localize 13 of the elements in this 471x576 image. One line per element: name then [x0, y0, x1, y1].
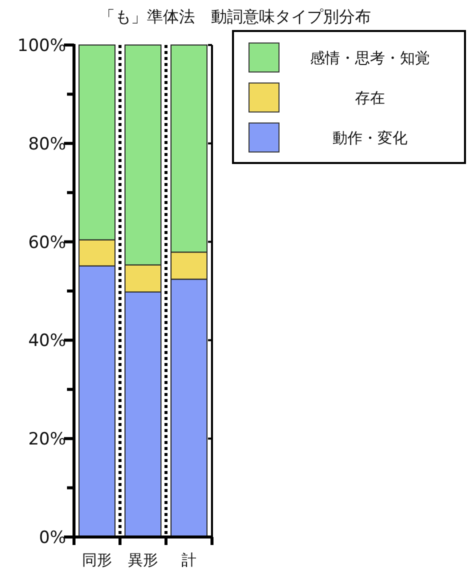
- y-tick-label: 100%: [17, 36, 66, 56]
- y-tick-label: 80%: [28, 134, 66, 154]
- legend-label: 感情・思考・知覚: [310, 49, 430, 67]
- y-tick-label: 60%: [28, 232, 66, 253]
- x-tick-label: 計: [182, 551, 196, 569]
- x-tick-label: 異形: [128, 551, 158, 569]
- y-tick-label: 20%: [28, 430, 66, 450]
- x-tick-label: 同形: [82, 551, 112, 569]
- text: 存在: [355, 89, 385, 107]
- y-tick-label: 40%: [28, 331, 66, 352]
- y-tick-label: 0%: [39, 528, 66, 548]
- text: 動作・変化: [332, 129, 408, 147]
- chart-title: 「も」準体法 動詞意味タイプ別分布: [99, 7, 371, 26]
